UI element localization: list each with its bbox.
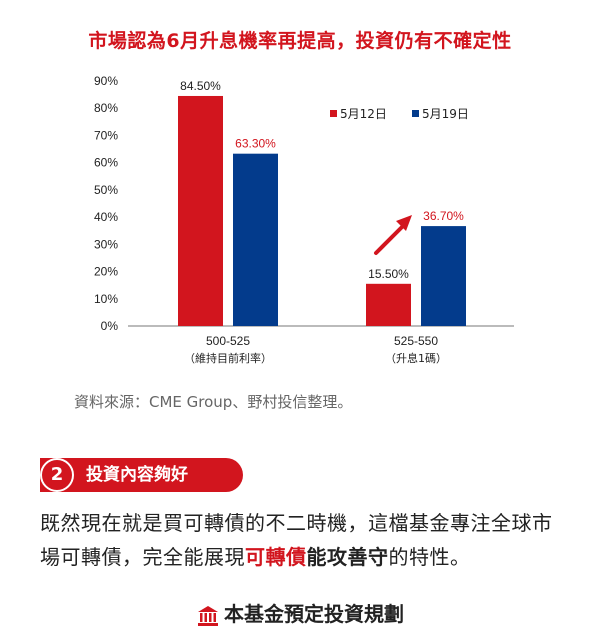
y-tick-label: 60% (94, 156, 118, 170)
y-tick-label: 10% (94, 292, 118, 306)
annotation-arrow-head (396, 215, 412, 231)
x-tick-note: （升息1碼） (385, 351, 447, 365)
y-tick-label: 90% (94, 74, 118, 88)
y-tick-label: 80% (94, 101, 118, 115)
bar (421, 226, 466, 326)
bar (178, 95, 223, 326)
bar (233, 153, 278, 326)
legend-label: 5月19日 (422, 107, 469, 121)
body-paragraph: 既然現在就是買可轉債的不二時機，這檔基金專注全球市場可轉債，完全能展現可轉債能攻… (40, 506, 570, 574)
footer-title: 本基金預定投資規劃 (224, 602, 404, 626)
y-tick-label: 50% (94, 183, 118, 197)
x-tick-label: 500-525 (206, 334, 250, 348)
annotation-arrow-shaft (374, 225, 404, 255)
highlight-offense-defense: 能攻善守 (306, 545, 389, 569)
source-note: 資料來源：CME Group、野村投信整理。 (74, 393, 353, 411)
data-label: 63.30% (235, 137, 276, 151)
data-label: 15.50% (368, 267, 409, 281)
y-tick-label: 0% (101, 319, 119, 333)
footer-heading: 本基金預定投資規劃 (0, 598, 600, 628)
legend-swatch (412, 110, 419, 117)
legend-swatch (330, 110, 337, 117)
section-number: 2 (40, 458, 74, 492)
body-text-1: 既然現在就是買可轉債的不二時機，這檔基金專注全球市場可轉債，完全能展現 (40, 511, 553, 569)
bar-chart: 0% 10% 20% 30% 40% 50% 60% 70% 80% 90% 84.50% 63.30… (94, 74, 514, 365)
data-label: 36.70% (423, 209, 464, 223)
chart-title: 市場認為6月升息機率再提高，投資仍有不確定性 (88, 30, 512, 52)
y-tick-label: 20% (94, 265, 118, 279)
x-tick-label: 525-550 (394, 334, 438, 348)
bar (366, 283, 411, 326)
y-tick-label: 40% (94, 210, 118, 224)
body-text-2: 的特性。 (388, 545, 471, 569)
section-title: 投資內容夠好 (86, 465, 188, 485)
section-header: 2 投資內容夠好 (40, 458, 243, 492)
x-tick-note: （維持目前利率） (184, 351, 272, 365)
y-tick-label: 70% (94, 128, 118, 142)
legend-label: 5月12日 (340, 107, 387, 121)
highlight-convertible-bonds: 可轉債 (245, 545, 307, 569)
data-label: 84.50% (180, 79, 221, 93)
bank-icon (198, 605, 218, 626)
y-tick-label: 30% (94, 237, 118, 251)
